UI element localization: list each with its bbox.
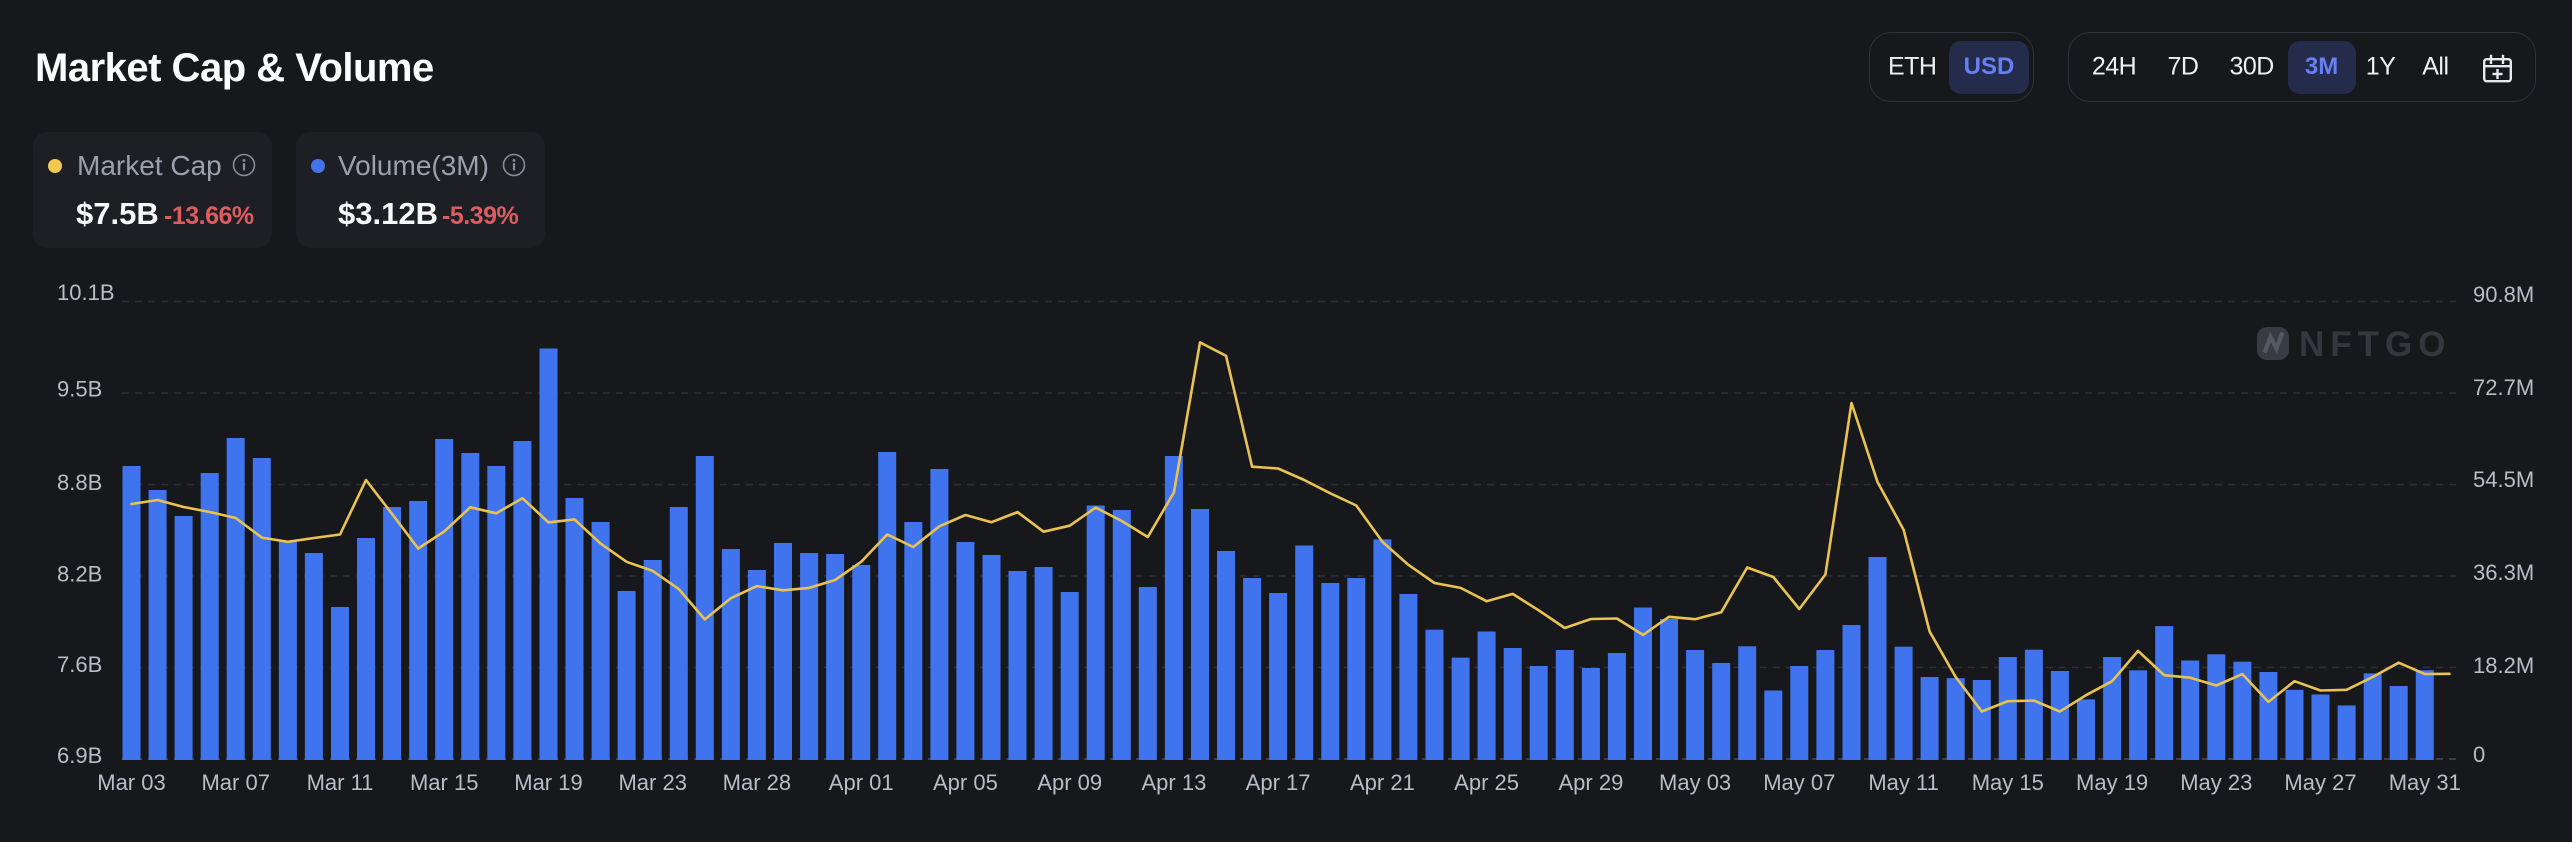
svg-text:72.7M: 72.7M (2473, 375, 2534, 400)
svg-text:Apr 17: Apr 17 (1246, 770, 1311, 795)
svg-text:May 07: May 07 (1763, 770, 1835, 795)
svg-text:6.9B: 6.9B (57, 743, 102, 768)
svg-text:May 31: May 31 (2389, 770, 2461, 795)
svg-text:May 19: May 19 (2076, 770, 2148, 795)
svg-text:10.1B: 10.1B (57, 280, 115, 305)
svg-text:Apr 21: Apr 21 (1350, 770, 1415, 795)
svg-text:May 27: May 27 (2284, 770, 2356, 795)
svg-text:54.5M: 54.5M (2473, 467, 2534, 492)
svg-text:May 23: May 23 (2180, 770, 2252, 795)
svg-text:8.2B: 8.2B (57, 562, 102, 587)
svg-text:Apr 09: Apr 09 (1037, 770, 1102, 795)
svg-text:90.8M: 90.8M (2473, 282, 2534, 307)
svg-text:May 03: May 03 (1659, 770, 1731, 795)
svg-text:Mar 11: Mar 11 (307, 770, 374, 795)
svg-text:Mar 23: Mar 23 (618, 770, 686, 795)
svg-text:0: 0 (2473, 742, 2485, 767)
svg-text:Apr 29: Apr 29 (1558, 770, 1623, 795)
svg-text:May 11: May 11 (1868, 770, 1939, 795)
svg-text:Mar 07: Mar 07 (201, 770, 269, 795)
svg-text:7.6B: 7.6B (57, 652, 102, 677)
svg-text:8.8B: 8.8B (57, 470, 102, 495)
svg-text:Mar 19: Mar 19 (514, 770, 582, 795)
svg-text:Apr 13: Apr 13 (1141, 770, 1206, 795)
svg-text:18.2M: 18.2M (2473, 653, 2534, 678)
svg-text:Mar 15: Mar 15 (410, 770, 478, 795)
svg-text:9.5B: 9.5B (57, 377, 102, 402)
svg-text:NFTGO: NFTGO (2299, 325, 2451, 364)
svg-text:Mar 28: Mar 28 (723, 770, 791, 795)
svg-text:Apr 05: Apr 05 (933, 770, 998, 795)
svg-text:Mar 03: Mar 03 (97, 770, 165, 795)
svg-text:Apr 01: Apr 01 (829, 770, 894, 795)
svg-text:Apr 25: Apr 25 (1454, 770, 1519, 795)
svg-text:May 15: May 15 (1972, 770, 2044, 795)
svg-text:36.3M: 36.3M (2473, 560, 2534, 585)
